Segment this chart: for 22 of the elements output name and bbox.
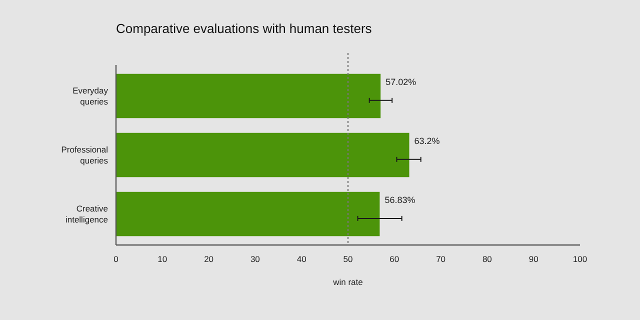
bar (116, 192, 380, 236)
bar (116, 132, 410, 178)
data-label: 63.2% (414, 136, 440, 146)
x-tick-label: 40 (296, 254, 307, 264)
x-tick-label: 30 (250, 254, 260, 264)
bar (116, 74, 381, 118)
x-tick-label: 100 (572, 254, 588, 264)
x-tick-label: 0 (114, 254, 119, 264)
x-tick-label: 80 (482, 254, 492, 264)
y-tick-label: Professional queries (61, 144, 108, 166)
y-tick-label: Everyday queries (72, 85, 109, 106)
x-axis-title: win rate (332, 277, 364, 287)
x-tick-label: 60 (390, 254, 400, 264)
x-tick-label: 70 (436, 254, 446, 264)
x-tick-label: 20 (204, 254, 214, 264)
y-tick-label: Creative intelligence (65, 204, 108, 225)
chart-title: Comparative evaluations with human testers (116, 21, 372, 36)
x-tick-label: 90 (528, 254, 539, 264)
data-label: 57.02% (386, 76, 416, 87)
x-tick-label: 10 (158, 254, 168, 264)
x-tick-label: 50 (343, 254, 353, 264)
data-label: 56.83% (384, 194, 416, 205)
